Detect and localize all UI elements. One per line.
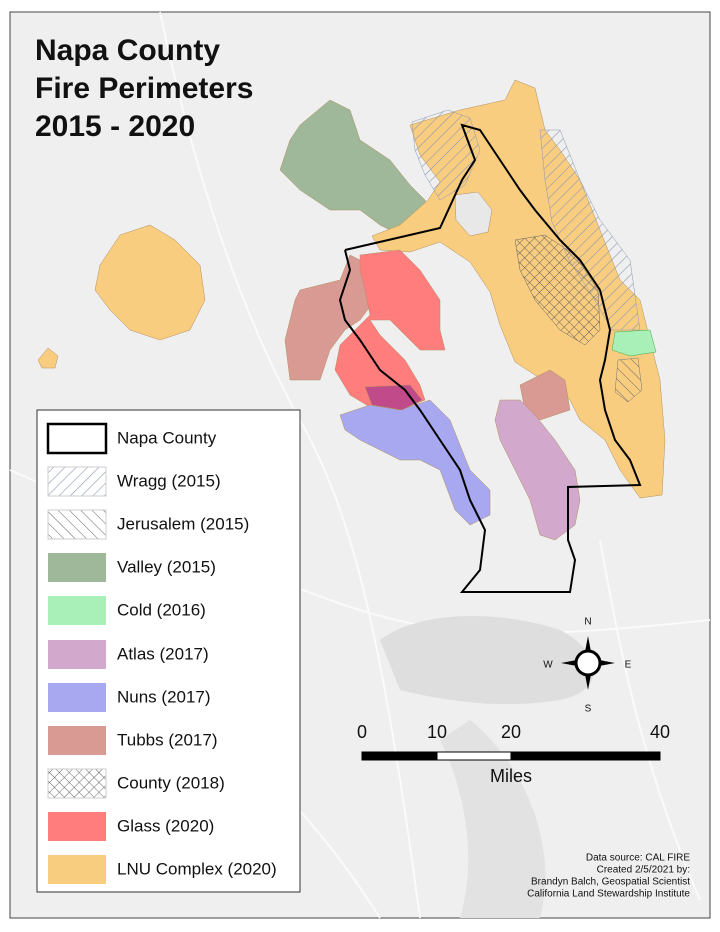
legend-swatch (48, 855, 106, 884)
legend-label: Jerusalem (2015) (117, 514, 249, 533)
compass: N E S W (543, 617, 631, 715)
legend-label: Cold (2016) (117, 600, 206, 619)
bay (440, 720, 546, 918)
credit-line: Created 2/5/2021 by: (597, 865, 690, 876)
fire-perimeters (37, 79, 666, 541)
title-line: Napa County (35, 34, 220, 67)
legend-label: Nuns (2017) (117, 687, 211, 706)
unburned-area (454, 191, 493, 237)
compass-label: W (543, 660, 553, 671)
credit-line: Data source: CAL FIRE (586, 853, 690, 864)
legend-label: Tubbs (2017) (117, 730, 217, 749)
legend-label: Napa County (117, 428, 217, 447)
scale-bar: 0 10 20 40 Miles (357, 722, 670, 786)
legend-label: Wragg (2015) (117, 471, 221, 490)
bay (380, 616, 594, 705)
compass-label: E (625, 660, 632, 671)
credits: Data source: CAL FIRE Created 2/5/2021 b… (527, 853, 690, 900)
scale-label: 40 (650, 722, 670, 742)
legend-label: County (2018) (117, 773, 225, 792)
lnu-fire-small (37, 347, 59, 369)
legend-swatch (46, 422, 108, 455)
scale-label: 10 (427, 722, 447, 742)
legend-swatch (47, 509, 107, 540)
compass-label: S (585, 704, 592, 715)
credit-line: California Land Stewardship Institute (527, 889, 690, 900)
legend-swatch (47, 466, 107, 497)
legend-swatch (48, 596, 106, 625)
legend: Napa County Wragg (2015) Jerusalem (2015… (36, 409, 301, 893)
atlas-fire (494, 399, 581, 541)
glass-nuns-overlap (364, 384, 423, 411)
legend-swatch (48, 726, 106, 755)
legend-swatch (47, 768, 107, 799)
legend-label: LNU Complex (2020) (117, 859, 277, 878)
glass-fire (334, 249, 446, 411)
legend-swatch (48, 812, 106, 841)
title-line: Fire Perimeters (35, 72, 253, 105)
legend-swatch (48, 640, 106, 669)
scale-label: 0 (357, 722, 367, 742)
legend-label: Atlas (2017) (117, 644, 209, 663)
cold-fire (611, 329, 657, 357)
legend-label: Valley (2015) (117, 557, 216, 576)
legend-swatch (48, 553, 106, 582)
legend-swatch (48, 683, 106, 712)
jerusalem-fire (614, 357, 643, 403)
wragg-fire (539, 129, 641, 331)
scale-unit: Miles (490, 766, 532, 786)
scale-label: 20 (501, 722, 521, 742)
compass-label: N (584, 617, 591, 628)
lnu-fire-west (94, 224, 206, 341)
credit-line: Brandyn Balch, Geospatial Scientist (531, 877, 690, 888)
legend-label: Glass (2020) (117, 816, 214, 835)
title-line: 2015 - 2020 (35, 110, 195, 143)
napa-county-boundary (338, 123, 642, 593)
